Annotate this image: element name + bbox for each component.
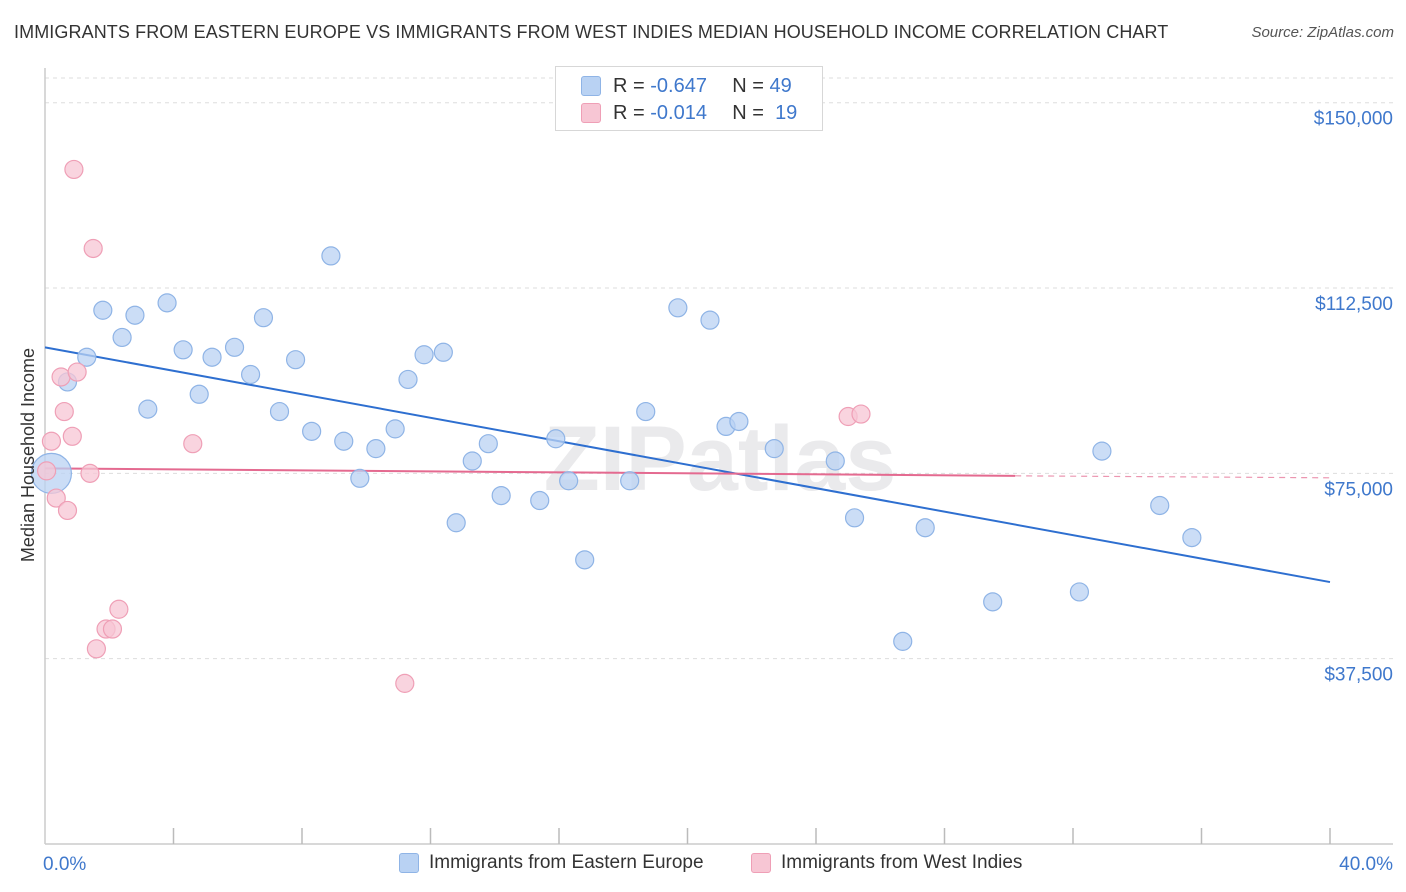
point-west-indies	[62, 426, 82, 446]
point-eastern-europe	[366, 439, 386, 459]
legend-row-west-indies: R = -0.014 N = 19	[556, 100, 797, 126]
point-eastern-europe	[138, 399, 158, 419]
point-eastern-europe	[202, 347, 222, 367]
r-value: -0.647	[650, 74, 707, 97]
point-eastern-europe	[478, 434, 498, 454]
point-eastern-europe	[125, 305, 145, 325]
point-eastern-europe	[764, 439, 784, 459]
y-tick-label: $37,500	[1324, 665, 1393, 686]
x-tick-label-min: 0.0%	[43, 854, 86, 875]
point-eastern-europe	[700, 310, 720, 330]
trend-line-west-indies	[44, 467, 1016, 477]
point-west-indies	[86, 639, 107, 659]
point-eastern-europe	[825, 451, 845, 471]
point-west-indies	[41, 431, 62, 451]
point-west-indies	[57, 500, 78, 521]
point-west-indies	[83, 238, 103, 259]
point-west-indies	[851, 404, 871, 424]
point-eastern-europe	[350, 468, 370, 488]
point-eastern-europe	[446, 513, 466, 533]
point-eastern-europe	[915, 518, 935, 538]
point-eastern-europe	[844, 508, 865, 528]
point-eastern-europe	[546, 429, 566, 449]
point-eastern-europe	[334, 431, 354, 451]
point-west-indies	[46, 488, 66, 508]
n-value: 49	[769, 74, 792, 97]
point-west-indies	[395, 673, 415, 693]
point-eastern-europe	[983, 592, 1003, 612]
point-eastern-europe	[1092, 441, 1112, 461]
point-eastern-europe	[893, 631, 913, 651]
point-west-indies	[109, 599, 129, 619]
r-label: R =	[613, 74, 645, 97]
point-eastern-europe	[385, 419, 405, 439]
point-eastern-europe	[285, 350, 306, 370]
point-eastern-europe	[1069, 582, 1090, 602]
legend-item-eastern-europe: Immigrants from Eastern Europe	[399, 852, 704, 874]
legend-label: Immigrants from Eastern Europe	[429, 852, 704, 873]
point-eastern-europe	[1150, 495, 1170, 516]
data-points	[30, 159, 1202, 693]
point-west-indies	[183, 434, 203, 454]
point-eastern-europe	[668, 298, 688, 318]
point-eastern-europe	[559, 471, 579, 491]
series-legend: Immigrants from Eastern Europe Immigrant…	[0, 852, 1406, 878]
point-eastern-europe	[157, 293, 177, 313]
n-label: N =	[732, 101, 764, 124]
x-tick-label-max: 40.0%	[1339, 854, 1393, 875]
pink-swatch	[751, 853, 771, 873]
point-west-indies	[64, 159, 84, 180]
legend-label: Immigrants from West Indies	[781, 852, 1023, 873]
trend-line-west-indies-extension	[1015, 475, 1331, 479]
point-eastern-europe	[302, 421, 322, 441]
axis-labels: $37,500 $75,000 $112,500 $150,000 0.0% 40.0% M…	[18, 109, 1393, 875]
y-tick-label: $75,000	[1324, 479, 1393, 500]
point-west-indies	[54, 401, 74, 422]
point-eastern-europe	[77, 347, 97, 367]
source-credit: Source: ZipAtlas.com	[1251, 24, 1394, 41]
legend-item-west-indies: Immigrants from West Indies	[751, 852, 1022, 874]
blue-swatch	[399, 853, 419, 873]
chart-title: IMMIGRANTS FROM EASTERN EUROPE VS IMMIGR…	[14, 22, 1169, 42]
point-eastern-europe	[729, 411, 749, 432]
n-label: N =	[732, 74, 764, 97]
point-eastern-europe	[93, 300, 113, 320]
point-eastern-europe	[173, 340, 193, 360]
point-eastern-europe	[253, 308, 274, 328]
point-eastern-europe	[530, 490, 550, 511]
point-eastern-europe	[462, 451, 482, 471]
r-value: -0.014	[650, 101, 707, 124]
blue-swatch	[581, 76, 601, 96]
n-value: 19	[775, 101, 798, 124]
y-tick-label: $112,500	[1315, 294, 1393, 315]
correlation-legend: R = -0.647 N = 49 R = -0.014 N = 19	[555, 66, 823, 131]
point-eastern-europe	[398, 369, 418, 390]
point-west-indies	[51, 367, 71, 387]
trend-lines	[44, 346, 1331, 584]
point-west-indies	[102, 619, 123, 639]
pink-swatch	[581, 103, 601, 123]
point-west-indies	[80, 463, 100, 483]
point-eastern-europe	[224, 337, 245, 357]
point-eastern-europe	[433, 342, 453, 362]
point-west-indies	[67, 362, 87, 382]
point-eastern-europe	[1182, 527, 1202, 548]
point-eastern-europe	[491, 485, 511, 506]
point-eastern-europe	[241, 364, 261, 385]
r-label: R =	[613, 101, 645, 124]
trend-line-eastern-europe	[44, 346, 1331, 584]
point-eastern-europe	[189, 384, 209, 404]
point-eastern-europe	[414, 345, 434, 365]
point-eastern-europe	[636, 401, 656, 422]
y-axis-title: Median Household Income	[18, 348, 38, 562]
point-eastern-europe	[269, 401, 290, 422]
point-eastern-europe	[575, 550, 595, 570]
y-tick-label: $150,000	[1314, 109, 1393, 130]
point-eastern-europe	[112, 327, 132, 348]
point-eastern-europe	[620, 471, 640, 491]
legend-row-eastern-europe: R = -0.647 N = 49	[556, 73, 792, 99]
point-west-indies	[37, 461, 57, 481]
point-eastern-europe	[321, 246, 341, 266]
